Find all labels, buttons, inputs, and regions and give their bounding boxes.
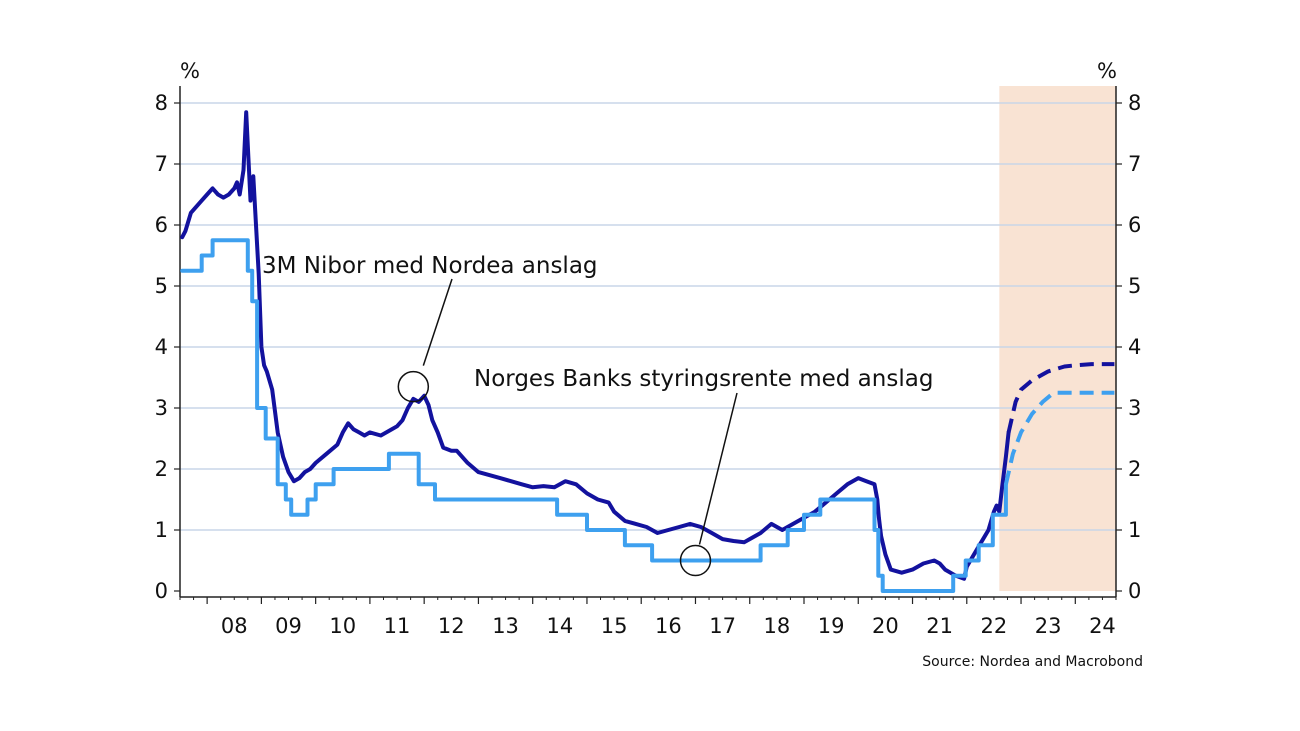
- left-y-tick-label: 7: [155, 152, 168, 176]
- x-tick-label: 16: [655, 614, 682, 638]
- left-axis-unit: %: [180, 59, 200, 83]
- left-y-tick-label: 3: [155, 396, 168, 420]
- x-tick-label: 08: [221, 614, 248, 638]
- right-y-tick-label: 4: [1128, 335, 1141, 359]
- left-y-tick-label: 6: [155, 213, 168, 237]
- annotation-leader-nibor: [422, 278, 453, 366]
- right-y-tick-label: 3: [1128, 396, 1141, 420]
- right-y-tick-label: 2: [1128, 457, 1141, 481]
- x-tick-label: 20: [872, 614, 899, 638]
- annotation-circle-policy: [679, 544, 712, 577]
- x-tick-label: 19: [818, 614, 845, 638]
- right-y-tick-label: 6: [1128, 213, 1141, 237]
- source-note: Source: Nordea and Macrobond: [922, 654, 1143, 670]
- x-tick-label: 17: [709, 614, 736, 638]
- right-y-tick-label: 8: [1128, 91, 1141, 115]
- left-y-tick-label: 0: [155, 579, 168, 603]
- series-line-policy: [180, 238, 1008, 593]
- x-tick-label: 18: [764, 614, 791, 638]
- left-y-tick-label: 8: [155, 91, 168, 115]
- right-axis-unit: %: [1097, 59, 1117, 83]
- annotation-label-policy: Norges Banks styringsrente med anslag: [474, 366, 933, 392]
- right-y-tick-label: 5: [1128, 274, 1141, 298]
- series-line-policy_forecast: [1003, 390, 1115, 485]
- series-line-nibor: [180, 110, 1011, 581]
- left-y-tick-label: 4: [155, 335, 168, 359]
- x-tick-label: 13: [492, 614, 519, 638]
- right-y-tick-label: 7: [1128, 152, 1141, 176]
- x-tick-label: 23: [1035, 614, 1062, 638]
- x-tick-label: 09: [275, 614, 302, 638]
- x-tick-label: 10: [329, 614, 356, 638]
- x-tick-label: 15: [601, 614, 628, 638]
- x-tick-label: 24: [1089, 614, 1116, 638]
- x-tick-label: 12: [438, 614, 465, 638]
- left-y-tick-label: 5: [155, 274, 168, 298]
- series-line-nibor_forecast: [1006, 362, 1115, 433]
- left-y-tick-label: 2: [155, 457, 168, 481]
- left-y-tick-label: 1: [155, 518, 168, 542]
- x-tick-label: 22: [981, 614, 1008, 638]
- annotation-circle-nibor: [397, 370, 430, 403]
- x-tick-label: 21: [926, 614, 953, 638]
- right-y-tick-label: 0: [1128, 579, 1141, 603]
- x-tick-label: 11: [384, 614, 411, 638]
- annotation-label-nibor: 3M Nibor med Nordea anslag: [262, 253, 598, 279]
- x-tick-label: 14: [546, 614, 573, 638]
- annotation-leader-policy: [698, 392, 738, 545]
- forecast-shading: [999, 86, 1116, 591]
- right-y-tick-label: 1: [1128, 518, 1141, 542]
